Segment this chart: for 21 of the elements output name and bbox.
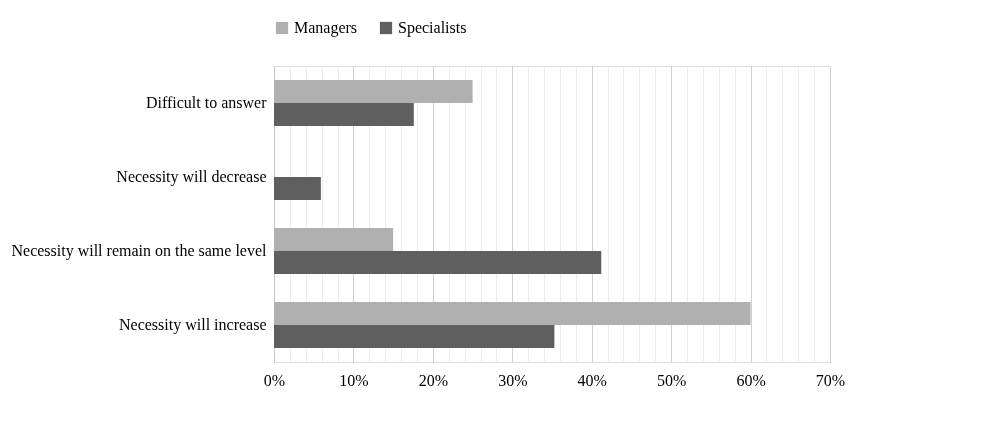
bar (274, 302, 751, 325)
bar (274, 251, 602, 274)
x-tick-label: 70% (815, 371, 846, 389)
bar (274, 228, 394, 251)
x-tick-label: 30% (498, 371, 528, 389)
y-tick-label: Difficult to answer (145, 94, 268, 111)
bar (274, 80, 473, 103)
bar (274, 325, 555, 348)
x-tick-label: 10% (339, 371, 369, 389)
bar (274, 103, 414, 126)
x-tick-label: 60% (736, 371, 766, 389)
y-tick-label: Necessity will decrease (116, 168, 267, 186)
legend-label: Specialists (398, 19, 467, 37)
x-tick-label: 50% (656, 371, 687, 389)
x-tick-label: 0% (263, 371, 286, 389)
y-tick-label: Necessity will increase (119, 316, 267, 334)
x-tick-label: 20% (418, 371, 449, 389)
legend-label: Managers (294, 19, 358, 37)
x-tick-label: 40% (577, 371, 607, 389)
bar (274, 177, 321, 200)
y-tick-label: Necessity will remain on the same level (11, 242, 268, 260)
